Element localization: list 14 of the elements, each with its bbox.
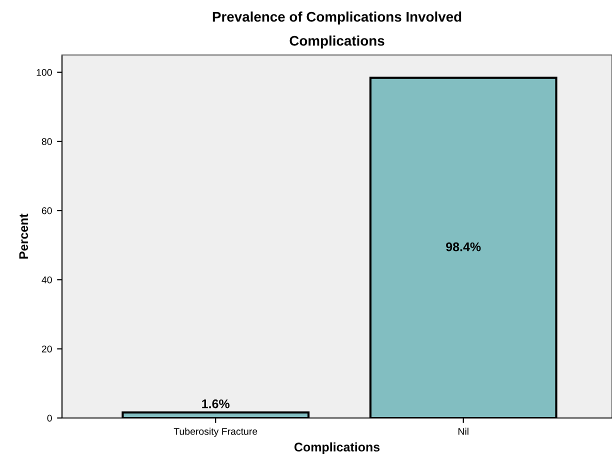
y-tick-label: 0 <box>47 414 52 422</box>
y-tick-label: 100 <box>36 69 52 76</box>
y-axis-title: Percent <box>19 214 28 259</box>
y-tick-label: 40 <box>42 276 52 284</box>
chart-subtitle: Complications <box>290 36 384 48</box>
data-label: 1.6% <box>202 399 230 408</box>
x-tick-label: Tuberosity Fracture <box>174 428 258 437</box>
chart-title: Prevalence of Complications Involved <box>212 12 462 24</box>
y-tick-label: 80 <box>42 138 52 146</box>
y-tick-label: 20 <box>42 346 52 352</box>
data-label: 98.4% <box>446 242 481 252</box>
x-axis-title: Complications <box>294 442 380 454</box>
y-tick-label: 60 <box>42 207 52 214</box>
x-tick-label: Nil <box>458 428 468 435</box>
